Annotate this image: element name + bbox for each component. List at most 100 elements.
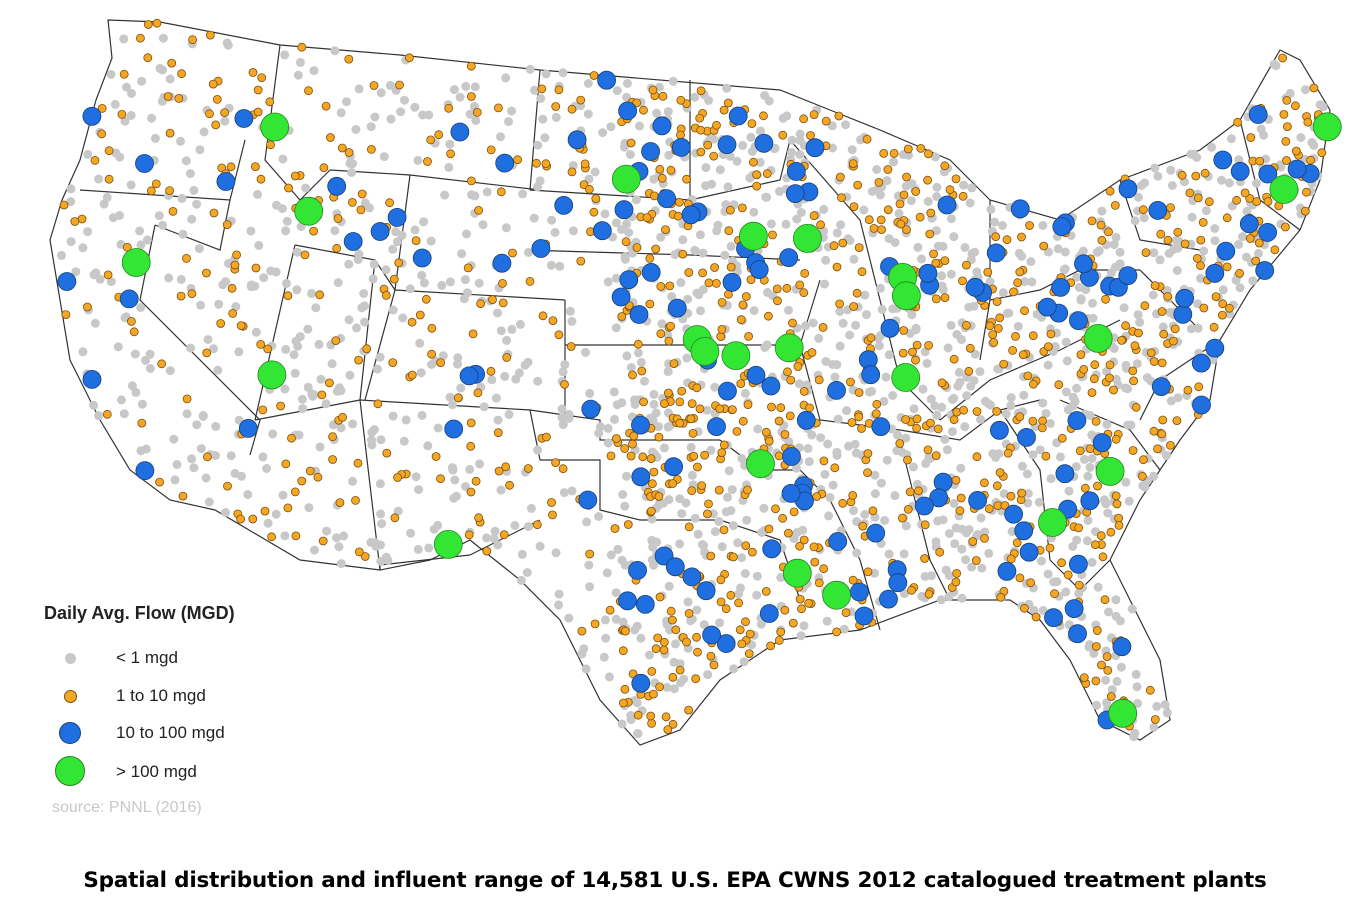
plant-point-small	[449, 85, 459, 95]
plant-point-xlarge	[1038, 508, 1067, 537]
plant-point-medium	[1079, 364, 1089, 374]
plant-point-medium	[648, 85, 658, 95]
plant-point-medium	[788, 618, 798, 628]
plant-point-medium	[666, 606, 676, 616]
plant-point-small	[524, 522, 533, 532]
plant-point-small	[377, 519, 387, 529]
plant-point-small	[986, 204, 996, 214]
plant-point-small	[89, 400, 99, 410]
plant-point-small	[585, 388, 595, 398]
plant-point-medium	[924, 340, 933, 350]
plant-point-medium	[1003, 448, 1013, 458]
plant-point-medium	[639, 397, 648, 407]
plant-point-small	[722, 83, 732, 93]
plant-point-medium	[1044, 342, 1053, 352]
plant-point-small	[838, 318, 848, 328]
plant-point-medium	[1192, 253, 1202, 263]
plant-point-small	[762, 340, 772, 350]
plant-point-large	[759, 604, 779, 623]
plant-point-small	[781, 219, 791, 229]
plant-point-small	[693, 529, 703, 539]
plant-point-small	[577, 649, 587, 659]
plant-point-medium	[988, 330, 998, 340]
plant-point-medium	[1130, 341, 1140, 351]
plant-point-small	[792, 528, 802, 537]
plant-point-small	[482, 533, 492, 543]
plant-point-medium	[752, 181, 762, 191]
plant-point-medium	[1158, 415, 1168, 425]
plant-point-small	[807, 430, 817, 440]
plant-point-small	[1123, 420, 1133, 430]
plant-point-medium	[513, 155, 522, 165]
plant-point-medium	[857, 424, 866, 433]
plant-point-small	[998, 221, 1007, 230]
plant-point-medium	[541, 159, 551, 169]
plant-point-xlarge	[257, 360, 287, 390]
blue-dot-icon	[59, 722, 81, 744]
plant-point-xlarge	[294, 196, 324, 226]
plant-point-small	[127, 89, 136, 98]
plant-point-small	[130, 349, 140, 359]
plant-point-small	[478, 220, 488, 230]
plant-point-small	[686, 442, 696, 452]
plant-point-medium	[991, 232, 1001, 242]
plant-point-small	[461, 81, 471, 91]
plant-point-medium	[1101, 294, 1110, 304]
plant-point-large	[119, 289, 139, 309]
plant-point-medium	[797, 604, 806, 614]
plant-point-medium	[499, 530, 509, 540]
plant-point-small	[456, 383, 466, 393]
plant-point-medium	[1079, 673, 1089, 682]
plant-point-small	[906, 196, 916, 206]
plant-point-medium	[1283, 122, 1292, 131]
plant-point-medium	[1209, 322, 1219, 332]
plant-point-small	[601, 633, 611, 643]
plant-point-small	[381, 265, 391, 275]
plant-point-small	[909, 404, 919, 414]
plant-point-medium	[661, 225, 670, 235]
plant-point-medium	[493, 428, 503, 438]
plant-point-small	[753, 424, 763, 434]
plant-point-small	[367, 427, 377, 437]
plant-point-medium	[338, 412, 348, 422]
plant-point-small	[533, 445, 543, 455]
plant-point-medium	[654, 432, 664, 442]
plant-point-small	[453, 353, 463, 363]
plant-point-medium	[632, 243, 642, 253]
plant-point-medium	[230, 260, 240, 270]
plant-point-medium	[783, 367, 792, 377]
plant-point-medium	[551, 458, 560, 468]
plant-point-small	[931, 226, 941, 236]
plant-point-small	[559, 488, 569, 498]
plant-point-medium	[744, 331, 753, 341]
plant-point-small	[504, 410, 514, 419]
plant-point-small	[952, 330, 962, 339]
plant-point-medium	[431, 452, 441, 461]
plant-point-small	[1296, 133, 1306, 143]
plant-point-medium	[920, 520, 930, 530]
plant-point-medium	[836, 172, 845, 182]
plant-point-medium	[968, 537, 978, 546]
plant-point-small	[723, 492, 732, 502]
plant-point-medium	[776, 627, 786, 637]
plant-point-small	[647, 514, 657, 524]
plant-point-small	[836, 220, 846, 230]
plant-point-medium	[819, 456, 829, 466]
plant-point-medium	[854, 388, 864, 397]
plant-point-small	[1109, 344, 1119, 353]
plant-point-medium	[1105, 373, 1114, 383]
plant-point-small	[1132, 682, 1142, 692]
plant-point-large	[850, 582, 869, 602]
plant-point-medium	[658, 91, 668, 101]
plant-point-small	[620, 560, 630, 570]
plant-point-medium	[266, 140, 275, 150]
plant-point-large	[652, 116, 672, 136]
plant-point-medium	[223, 481, 232, 491]
plant-point-medium	[648, 479, 657, 489]
plant-point-medium	[780, 605, 790, 615]
plant-point-small	[1133, 698, 1143, 708]
plant-point-medium	[649, 467, 659, 477]
plant-point-small	[450, 475, 460, 485]
plant-point-small	[336, 559, 346, 569]
legend-label: > 100 mgd	[116, 762, 197, 781]
